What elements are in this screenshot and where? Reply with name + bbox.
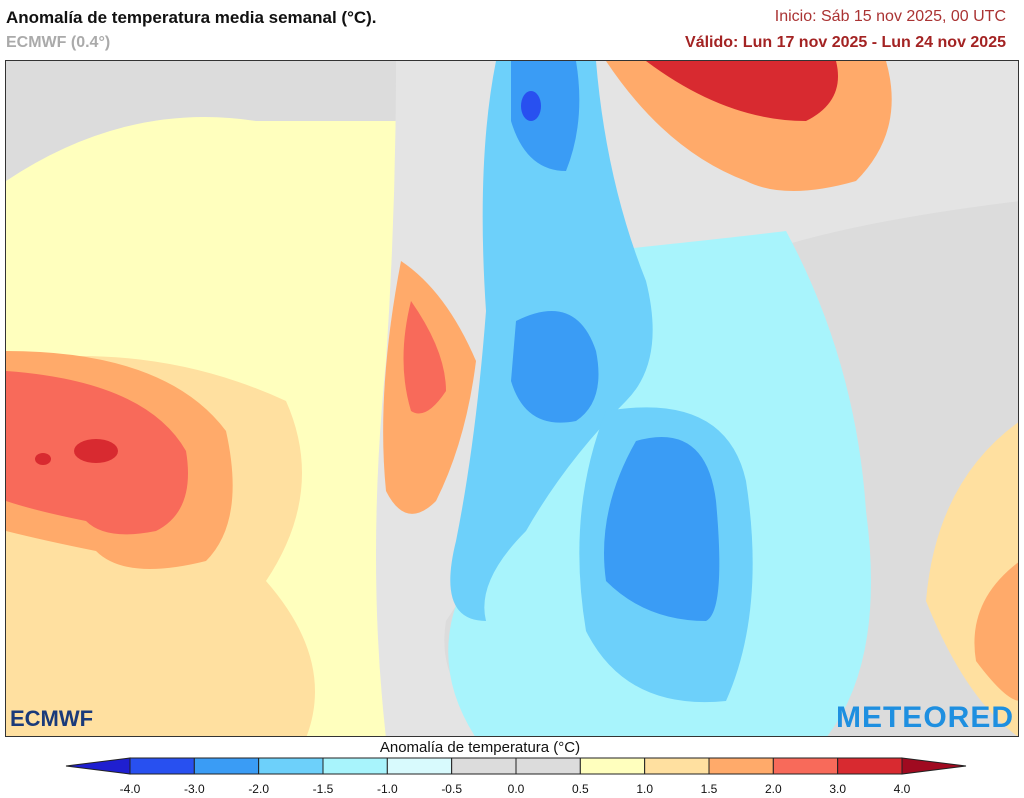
colorbar-min-arrow	[65, 757, 131, 775]
colorbar-tick-label: 1.5	[700, 782, 718, 796]
colorbar-bin	[579, 757, 646, 775]
atlantic-anomaly-minus2	[604, 437, 720, 621]
chart-title: Anomalía de temperatura media semanal (°…	[6, 8, 377, 27]
colorbar-tick-label: 4.0	[893, 782, 911, 796]
colorbar-tick-label: -2.0	[248, 782, 269, 796]
colorbar	[65, 757, 967, 775]
valid-range: Válido: Lun 17 nov 2025 - Lun 24 nov 202…	[685, 34, 1006, 51]
colorbar-bin	[644, 757, 710, 775]
colorbar-bin	[837, 757, 903, 775]
colorbar-tick-label: 0.5	[571, 782, 589, 796]
colorbar-bin	[193, 757, 260, 775]
init-date: Inicio: Sáb 15 nov 2025, 00 UTC	[774, 8, 1006, 25]
colorbar-tick-label: 1.0	[636, 782, 653, 796]
colorbar-bin	[515, 757, 581, 775]
colorbar-tick-label: -0.5	[441, 782, 462, 796]
colorbar-max-arrow	[901, 757, 967, 775]
model-label: ECMWF (0.4°)	[6, 34, 111, 51]
colorbar-title: Anomalía de temperatura (°C)	[379, 739, 581, 756]
colorbar-bin	[129, 757, 195, 775]
colorbar-tick-label: 2.0	[764, 782, 782, 796]
colorbar-tick-label: -1.5	[312, 782, 334, 796]
colorbar-bin	[451, 757, 517, 775]
ecmwf-logo: ECMWF	[10, 706, 94, 731]
colorbar-tick-label: 0.0	[507, 782, 525, 796]
colorbar-tick-label: -1.0	[376, 782, 398, 796]
colorbar-tick-label: -3.0	[183, 782, 205, 796]
colorbar-tick-label: -4.0	[119, 782, 141, 796]
colorbar-bin	[258, 757, 324, 775]
colorbar-bin	[708, 757, 774, 775]
colorbar-bin	[772, 757, 839, 775]
meteored-logo: METEORED	[835, 701, 1014, 734]
anomaly-map	[5, 60, 1019, 737]
colorbar-bin	[386, 757, 453, 775]
colorbar-bin	[322, 757, 388, 775]
colorbar-tick-label: 3.0	[829, 782, 846, 796]
